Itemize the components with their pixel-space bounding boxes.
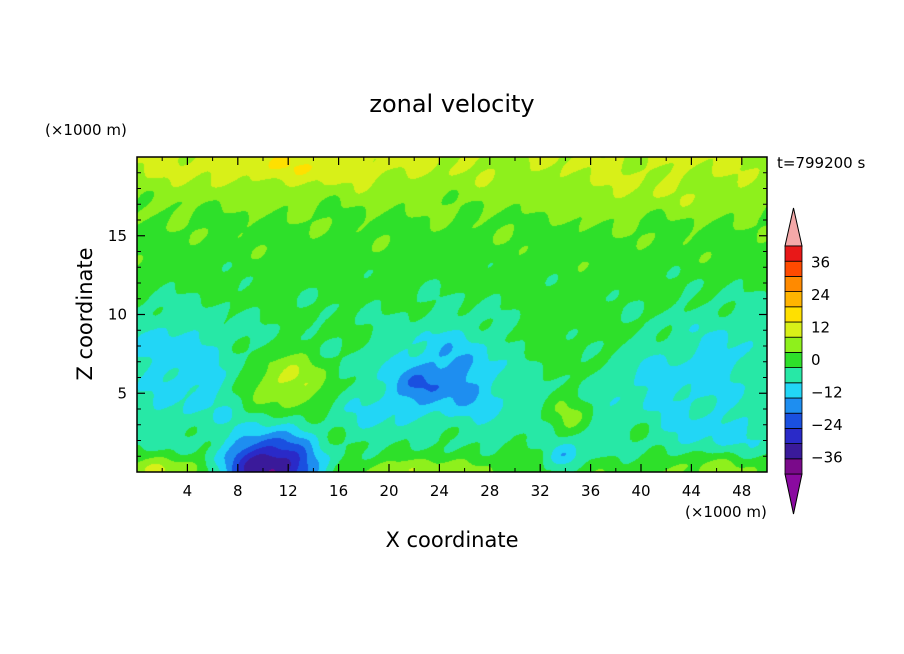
colorbar-swatch [784,458,803,475]
x-axis-label: X coordinate [385,528,518,552]
x-tick-label: 4 [183,482,193,500]
x-unit-label: (×1000 m) [685,503,767,521]
colorbar-swatch [784,351,803,368]
velocity-field [137,157,767,472]
colorbar-swatch [784,367,803,384]
colorbar-tick-label: −12 [811,384,843,402]
x-tick-label: 28 [480,482,499,500]
x-tick-label: 16 [329,482,348,500]
x-axis: 4 8 12 16 20 24 28 32 36 40 44 48 [161,157,751,500]
y-tick-label: 10 [108,306,127,324]
colorbar-tick-label: 12 [811,318,830,336]
x-tick-label: 44 [682,482,701,500]
colorbar-swatch [784,427,803,444]
y-tick-label: 15 [108,227,127,245]
colorbar-swatch [784,397,803,414]
y-tick-label: 5 [117,384,127,402]
x-tick-label: 36 [581,482,600,500]
x-tick-label: 32 [531,482,550,500]
chart-title: zonal velocity [369,90,534,118]
colorbar-tick-label: −36 [811,449,843,467]
colorbar-tick-label: −24 [811,416,843,434]
colorbar-swatch [784,275,803,292]
colorbar: 36 24 12 0 −12 −24 −36 [784,207,843,515]
colorbar-tick-label: 24 [811,286,830,304]
colorbar-swatch [784,291,803,308]
colorbar-swatch [784,443,803,460]
colorbar-swatch [784,336,803,353]
colorbar-swatch [784,412,803,429]
time-label: t=799200 s [777,154,865,172]
colorbar-swatch [784,321,803,338]
colorbar-swatch [784,382,803,399]
x-tick-label: 8 [233,482,243,500]
colorbar-swatch [784,245,803,262]
x-tick-label: 48 [732,482,751,500]
y-axis-label: Z coordinate [73,247,97,380]
x-tick-label: 20 [379,482,398,500]
colorbar-tick-label: 36 [811,253,830,271]
x-tick-label: 40 [631,482,650,500]
colorbar-swatch [784,306,803,323]
colorbar-swatch [784,260,803,277]
x-tick-label: 24 [430,482,449,500]
plot-area [136,156,768,473]
colorbar-over-arrow [784,207,803,247]
x-tick-label: 12 [279,482,298,500]
y-unit-label: (×1000 m) [45,121,127,139]
colorbar-tick-label: 0 [811,351,821,369]
colorbar-under-arrow [784,473,803,515]
y-axis: 5 10 15 [108,172,767,457]
